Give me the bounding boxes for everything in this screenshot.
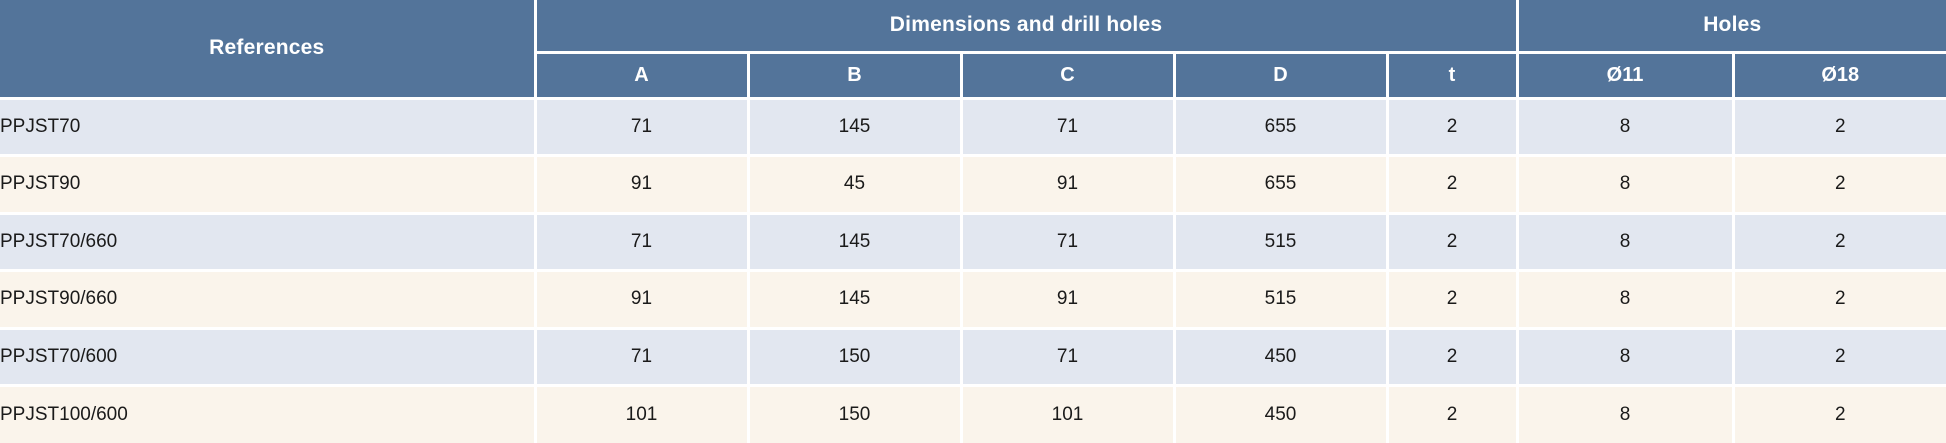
column-header-dia11: Ø11 (1515, 50, 1735, 100)
value-cell-c: 91 (959, 154, 1176, 215)
table-header: References Dimensions and drill holes Ho… (0, 0, 1946, 100)
value-cell-a: 71 (533, 96, 750, 157)
value-cell-dia11: 8 (1515, 154, 1735, 215)
value-cell-dia11: 8 (1515, 384, 1735, 443)
value-cell-c: 101 (959, 384, 1176, 443)
value-cell-dia11: 8 (1515, 211, 1735, 272)
column-header-row: A B C D t Ø11 Ø18 (0, 50, 1946, 100)
value-cell-dia11: 8 (1515, 326, 1735, 387)
column-header-c: C (959, 50, 1176, 100)
value-cell-dia11: 8 (1515, 269, 1735, 330)
reference-cell: PPJST90/660 (0, 269, 537, 330)
table-row: PPJST70/600 71 150 71 450 2 8 2 (0, 326, 1946, 387)
value-cell-a: 71 (533, 326, 750, 387)
value-cell-dia11: 8 (1515, 96, 1735, 157)
reference-cell: PPJST70 (0, 96, 537, 157)
value-cell-t: 2 (1385, 384, 1519, 443)
value-cell-dia18: 2 (1731, 384, 1946, 443)
value-cell-b: 145 (746, 96, 963, 157)
reference-cell: PPJST70/600 (0, 326, 537, 387)
group-header-row: References Dimensions and drill holes Ho… (0, 0, 1946, 100)
column-header-a: A (533, 50, 750, 100)
value-cell-t: 2 (1385, 326, 1519, 387)
column-header-d: D (1172, 50, 1389, 100)
group-header-dimensions: Dimensions and drill holes (533, 0, 1519, 54)
table-body: PPJST70 71 145 71 655 2 8 2 PPJST90 91 4… (0, 96, 1946, 443)
value-cell-a: 91 (533, 269, 750, 330)
column-header-dia18: Ø18 (1731, 50, 1946, 100)
value-cell-t: 2 (1385, 211, 1519, 272)
value-cell-c: 71 (959, 96, 1176, 157)
value-cell-b: 145 (746, 211, 963, 272)
value-cell-b: 150 (746, 326, 963, 387)
value-cell-c: 91 (959, 269, 1176, 330)
value-cell-d: 450 (1172, 384, 1389, 443)
value-cell-b: 45 (746, 154, 963, 215)
table-row: PPJST100/600 101 150 101 450 2 8 2 (0, 384, 1946, 443)
value-cell-dia18: 2 (1731, 211, 1946, 272)
value-cell-t: 2 (1385, 154, 1519, 215)
value-cell-a: 101 (533, 384, 750, 443)
reference-cell: PPJST70/660 (0, 211, 537, 272)
group-header-references: References (0, 0, 537, 100)
column-header-t: t (1385, 50, 1519, 100)
table-row: PPJST70/660 71 145 71 515 2 8 2 (0, 211, 1946, 272)
value-cell-t: 2 (1385, 269, 1519, 330)
value-cell-dia18: 2 (1731, 96, 1946, 157)
value-cell-c: 71 (959, 211, 1176, 272)
value-cell-d: 450 (1172, 326, 1389, 387)
value-cell-b: 145 (746, 269, 963, 330)
value-cell-a: 91 (533, 154, 750, 215)
value-cell-d: 515 (1172, 211, 1389, 272)
reference-cell: PPJST90 (0, 154, 537, 215)
table-row: PPJST90/660 91 145 91 515 2 8 2 (0, 269, 1946, 330)
value-cell-d: 655 (1172, 96, 1389, 157)
value-cell-dia18: 2 (1731, 269, 1946, 330)
value-cell-a: 71 (533, 211, 750, 272)
value-cell-d: 655 (1172, 154, 1389, 215)
value-cell-d: 515 (1172, 269, 1389, 330)
reference-cell: PPJST100/600 (0, 384, 537, 443)
value-cell-dia18: 2 (1731, 154, 1946, 215)
table-row: PPJST70 71 145 71 655 2 8 2 (0, 96, 1946, 157)
column-header-b: B (746, 50, 963, 100)
value-cell-dia18: 2 (1731, 326, 1946, 387)
group-header-holes: Holes (1515, 0, 1946, 54)
value-cell-c: 71 (959, 326, 1176, 387)
value-cell-t: 2 (1385, 96, 1519, 157)
table-row: PPJST90 91 45 91 655 2 8 2 (0, 154, 1946, 215)
value-cell-b: 150 (746, 384, 963, 443)
